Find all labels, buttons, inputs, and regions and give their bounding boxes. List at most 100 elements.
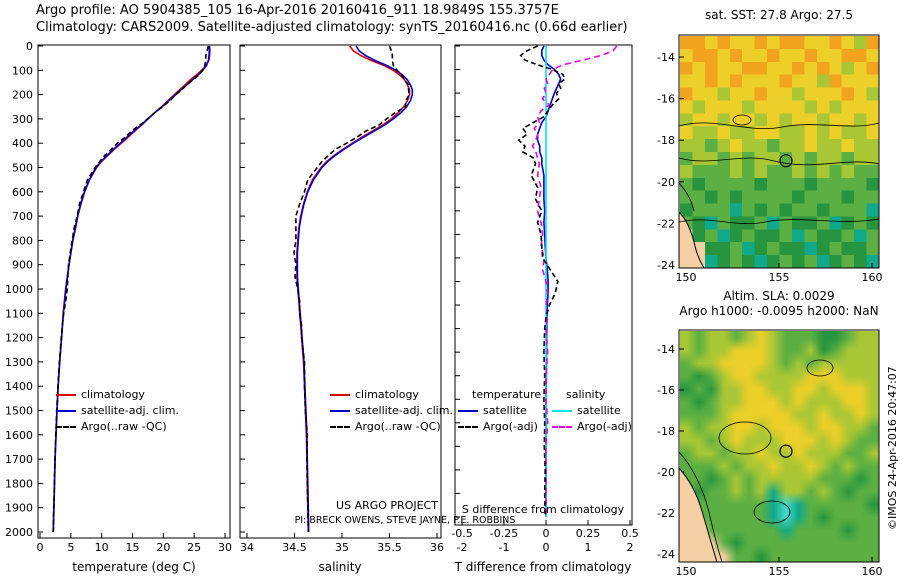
salinity-x-tick-label: 34.5 [282, 541, 307, 554]
legend-label: satellite [483, 404, 527, 417]
sst-lat-tick-label: -18 [657, 134, 675, 147]
salinity-x-tick-label: 35 [335, 541, 349, 554]
legend-label: Argo(-adj) [577, 420, 632, 433]
sla-lat-tick-label: -14 [657, 343, 675, 356]
legend-header-label: salinity [566, 388, 606, 401]
temperature-axis-label: temperature (deg C) [72, 560, 196, 574]
depth-tick-label: 1200 [5, 332, 33, 345]
t-argo-line-swatch [458, 426, 478, 428]
sst-lon-tick-label: 160 [862, 271, 883, 284]
climatology-line-swatch [330, 394, 350, 396]
difference-temperature-legend: temperature satellite Argo(-adj) [458, 387, 541, 435]
legend-label: climatology [81, 388, 145, 401]
temperature-x-tick-label: 5 [67, 541, 74, 554]
legend-item: climatology [56, 387, 179, 403]
t-difference-tick-label: -1 [499, 541, 510, 554]
legend-label: Argo(..raw -QC) [81, 420, 167, 433]
legend-item: Argo(-adj) [458, 419, 541, 435]
depth-tick-label: 800 [12, 234, 33, 247]
temperature-legend: climatology satellite-adj. clim. Argo(..… [56, 387, 179, 435]
t-difference-tick-label: 1 [585, 541, 592, 554]
depth-tick-label: 1400 [5, 380, 33, 393]
satellite-clim-line-swatch [56, 410, 76, 412]
s-difference-tick-label: 0.5 [621, 527, 639, 540]
depth-tick-label: 300 [12, 113, 33, 126]
legend-item: satellite-adj. clim. [56, 403, 179, 419]
depth-tick-label: 1500 [5, 405, 33, 418]
difference-axis-box [454, 44, 633, 526]
temperature-x-tick-label: 30 [218, 541, 232, 554]
legend-item: Argo(-adj) [552, 419, 632, 435]
s-difference-tick-label: 0.25 [576, 527, 601, 540]
depth-tick-label: 1000 [5, 283, 33, 296]
depth-tick-label: 2000 [5, 526, 33, 539]
depth-tick-label: 600 [12, 186, 33, 199]
salinity-profile-argo-raw-qc [293, 45, 411, 533]
sst-lon-tick-label: 150 [676, 271, 697, 284]
argo-line-swatch [56, 426, 76, 428]
sst-lat-tick-label: -14 [657, 51, 675, 64]
s-difference-tick-label: -0.25 [490, 527, 518, 540]
difference-salinity-legend: salinity satellite Argo(-adj) [552, 387, 632, 435]
t-satellite-line-swatch [458, 410, 478, 412]
s-difference-tick-label: 0 [543, 527, 550, 540]
salinity-x-tick-label: 35.5 [377, 541, 402, 554]
sla-lon-tick-label: 160 [862, 565, 883, 578]
sst-lat-tick-label: -24 [657, 259, 675, 272]
sla-contour-loop [753, 500, 791, 524]
salinity-axis-box [239, 44, 442, 539]
temperature-x-tick-label: 15 [126, 541, 140, 554]
sst-contour-line [678, 122, 880, 130]
pi-note: PI: BRECK OWENS, STEVE JAYNE, P.E. ROBBI… [294, 515, 516, 526]
depth-tick-label: 400 [12, 137, 33, 150]
argo-heights-title: Argo h1000: -0.0095 h2000: NaN [679, 304, 879, 318]
argo-line-swatch [330, 426, 350, 428]
sla-lat-tick-label: -20 [657, 466, 675, 479]
depth-tick-label: 1800 [5, 477, 33, 490]
difference-profile-s-argo-adj [531, 45, 618, 517]
s-argo-line-swatch [552, 426, 572, 428]
difference-profile-t-argo-adj [517, 45, 566, 518]
salinity-x-tick-label: 36 [430, 541, 444, 554]
sst-contour-line [678, 157, 880, 166]
imos-watermark: ©IMOS 24-Apr-2016 20:47:07 [886, 366, 899, 530]
salinity-x-tick-label: 34 [240, 541, 254, 554]
depth-tick-label: 1900 [5, 502, 33, 515]
legend-label: satellite [577, 404, 621, 417]
depth-tick-label: 1100 [5, 307, 33, 320]
legend-label: Argo(-adj) [483, 420, 538, 433]
depth-tick-label: 1700 [5, 453, 33, 466]
legend-label: climatology [355, 388, 419, 401]
sla-float-location-marker [779, 444, 793, 458]
t-difference-tick-label: 0 [543, 541, 550, 554]
s-difference-label: S difference from climatology [461, 503, 625, 516]
temperature-profile-argo-raw-qc [52, 45, 210, 533]
legend-item: satellite-adj. clim. [330, 403, 453, 419]
sla-lat-tick-label: -16 [657, 384, 675, 397]
temperature-x-tick-label: 10 [95, 541, 109, 554]
sst-lon-tick-label: 155 [769, 271, 790, 284]
sst-lat-tick-label: -22 [657, 217, 675, 230]
salinity-legend: climatology satellite-adj. clim. Argo(..… [330, 387, 453, 435]
depth-tick-label: 100 [12, 64, 33, 77]
sst-coast-contour [678, 182, 695, 212]
temperature-profile-satellite-adj-clim [52, 46, 211, 533]
sla-map-box [678, 329, 880, 563]
sst-lat-tick-label: -16 [657, 93, 675, 106]
depth-tick-label: 0 [26, 40, 33, 53]
figure-title-line1: Argo profile: AO 5904385_105 16-Apr-2016… [36, 3, 559, 18]
temperature-x-tick-label: 0 [37, 541, 44, 554]
sla-coastline-land [678, 466, 718, 563]
salinity-profile-satellite-adj-clim [296, 45, 414, 533]
sst-contour-loop [732, 114, 752, 126]
temperature-x-tick-label: 25 [187, 541, 201, 554]
depth-tick-label: 1300 [5, 356, 33, 369]
temperature-axis-box [37, 44, 231, 539]
sla-lon-tick-label: 150 [676, 565, 697, 578]
depth-tick-label: 900 [12, 259, 33, 272]
t-difference-tick-label: -2 [457, 541, 468, 554]
t-difference-axis-label: T difference from climatology [454, 560, 632, 574]
depth-tick-label: 1600 [5, 429, 33, 442]
legend-item: satellite [552, 403, 632, 419]
